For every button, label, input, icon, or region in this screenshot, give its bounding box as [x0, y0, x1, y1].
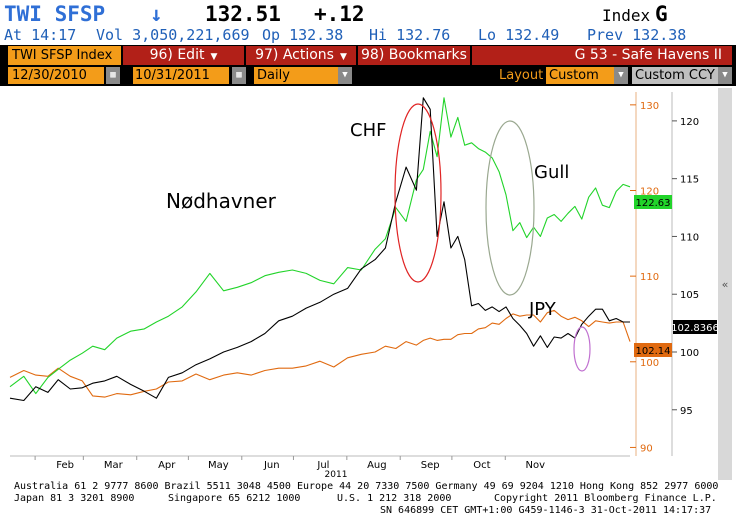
x-tick-label: May	[208, 460, 229, 471]
annotation-nodhavner: Nødhavner	[166, 189, 277, 213]
layout-dropdown-icon[interactable]: ▼	[614, 67, 628, 84]
x-tick-label: Apr	[158, 460, 176, 471]
period-select-text: Daily	[257, 68, 290, 83]
quote-time: At 14:17	[4, 26, 77, 44]
gold-highlight-circle	[485, 120, 535, 296]
layout-select[interactable]: Custom	[546, 67, 614, 84]
right-tick-label: 120	[680, 117, 699, 128]
left-tick-label: 120	[640, 186, 659, 197]
right-tick-label: 110	[680, 232, 699, 243]
series-lines	[9, 97, 631, 402]
price-change: +.12	[314, 2, 365, 26]
edit-menu[interactable]: 96) Edit ▼	[123, 46, 244, 65]
quote-prev: Prev 132.38	[587, 26, 687, 44]
x-tick-label: Jun	[263, 460, 280, 471]
footer-session-info: SN 646899 CET GMT+1:00 G459-1146-3 31-Oc…	[380, 505, 712, 516]
quote-open: Op 132.38	[262, 26, 344, 44]
actions-menu-label: 97) Actions	[255, 47, 334, 63]
footer-contacts-line1: Australia 61 2 9777 8600 Brazil 5511 304…	[14, 481, 719, 492]
page-title: G 53 - Safe Havens II	[472, 46, 732, 65]
x-tick-label: Jul	[316, 460, 329, 471]
footer-copyright: Copyright 2011 Bloomberg Finance L.P.	[494, 493, 717, 504]
end-date-field[interactable]: 10/31/2011	[133, 67, 229, 84]
left-tick-label: 100	[640, 358, 659, 369]
edit-menu-label: 96) Edit	[149, 47, 205, 63]
bookmarks-menu[interactable]: 98) Bookmarks	[358, 46, 470, 65]
quote-header: TWI SFSP ↓ 132.51 +.12 Index G	[0, 0, 736, 26]
quote-stats: At 14:17 Vol 3,050,221,669 Op 132.38 Hi …	[0, 25, 736, 45]
right-tick-label: 100	[680, 348, 699, 359]
period-dropdown-icon[interactable]: ▼	[338, 67, 352, 84]
left-tick-label: 90	[640, 443, 653, 454]
left-axis-ticks: 90 100 110 120 130	[630, 101, 659, 454]
right-axis-ticks: 95 100 105 110 115 120	[672, 117, 699, 417]
x-tick-label: Feb	[56, 460, 74, 471]
footer-contacts-line2b: Singapore 65 6212 1000	[168, 493, 301, 504]
security-field-text: TWI SFSP Index	[12, 48, 113, 63]
annotation-gull: Gull	[534, 162, 569, 183]
jpy-series-line	[9, 309, 631, 398]
index-label: Index	[602, 6, 651, 25]
footer-contacts-line2c: U.S. 1 212 318 2000	[337, 493, 452, 504]
down-arrow-icon: ↓	[150, 2, 163, 26]
jpy-highlight-circle	[573, 326, 591, 372]
ccy-select-text: Custom CCY	[635, 68, 715, 83]
scroll-expand-icon[interactable]: «	[722, 278, 729, 291]
actions-dropdown-icon: ▼	[339, 52, 347, 62]
chf-last-value: 102.8366	[671, 323, 719, 334]
x-axis-ticks: Feb Mar Apr May Jun Jul Aug Sep Oct Nov	[34, 456, 546, 471]
x-tick-label: Sep	[421, 460, 440, 471]
annotation-chf: CHF	[350, 120, 386, 141]
quote-low: Lo 132.49	[478, 26, 560, 44]
actions-menu[interactable]: 97) Actions ▼	[246, 46, 356, 65]
last-price: 132.51	[205, 2, 281, 26]
ccy-select[interactable]: Custom CCY	[632, 67, 718, 84]
gold-series-line	[9, 97, 631, 395]
ticker-symbol[interactable]: TWI SFSP	[4, 2, 106, 26]
gold-last-value: 122.63	[636, 198, 671, 209]
start-date-text: 12/30/2010	[12, 68, 87, 83]
jpy-last-value: 102.14	[636, 346, 671, 357]
chf-series-line	[9, 97, 630, 402]
quote-high: Hi 132.76	[369, 26, 451, 44]
left-tick-label: 130	[640, 101, 659, 112]
x-tick-label: Nov	[526, 460, 546, 471]
security-field[interactable]: TWI SFSP Index	[8, 46, 121, 65]
left-tick-label: 110	[640, 272, 659, 283]
quote-volume: Vol 3,050,221,669	[96, 26, 250, 44]
end-date-text: 10/31/2011	[135, 68, 210, 83]
chf-last-value-tag	[673, 320, 717, 334]
period-select[interactable]: Daily	[254, 67, 338, 84]
price-chart[interactable]: « Feb Mar Apr May Jun Jul Aug Sep Oct Nov 2011 90…	[0, 88, 736, 480]
x-tick-label: Mar	[104, 460, 124, 471]
right-tick-label: 115	[680, 175, 699, 186]
bookmarks-menu-label: 98) Bookmarks	[361, 47, 467, 63]
layout-label: Layout	[499, 68, 544, 83]
end-calendar-icon[interactable]: ▦	[232, 67, 246, 84]
chart-scrollbar[interactable]	[718, 88, 732, 480]
annotation-jpy: JPY	[528, 299, 557, 320]
jpy-last-value-tag	[634, 343, 672, 357]
start-calendar-icon[interactable]: ▦	[106, 67, 120, 84]
chf-highlight-circle	[394, 103, 442, 283]
gold-last-value-tag	[634, 195, 672, 209]
index-letter: G	[655, 2, 668, 26]
page-title-text: G 53 - Safe Havens II	[574, 47, 722, 63]
layout-select-text: Custom	[549, 68, 599, 83]
x-tick-label: Aug	[367, 460, 387, 471]
ccy-dropdown-icon[interactable]: ▼	[718, 67, 732, 84]
x-axis-year: 2011	[325, 470, 348, 480]
footer-contacts-line2a: Japan 81 3 3201 8900	[14, 493, 135, 504]
right-tick-label: 105	[680, 290, 699, 301]
start-date-field[interactable]: 12/30/2010	[8, 67, 104, 84]
x-tick-label: Oct	[473, 460, 490, 471]
right-tick-label: 95	[680, 406, 693, 417]
edit-dropdown-icon: ▼	[210, 52, 218, 62]
